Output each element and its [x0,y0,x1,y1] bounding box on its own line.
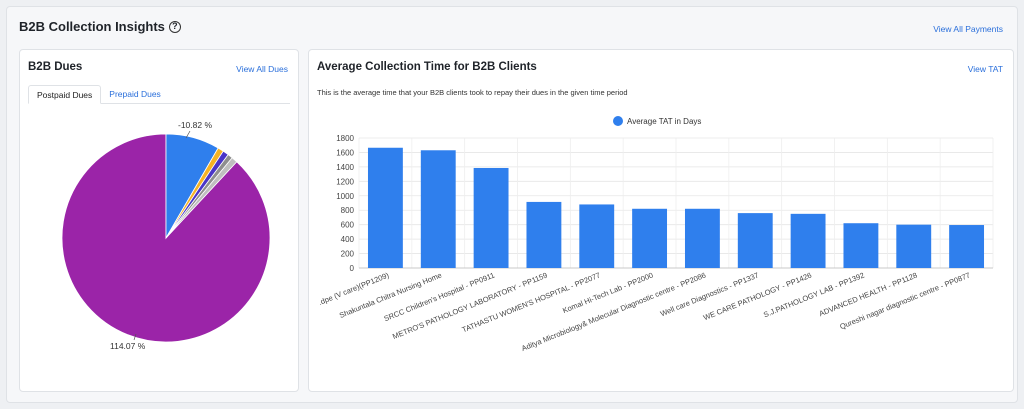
bar[interactable] [367,147,403,268]
dues-tabs: Postpaid Dues Prepaid Dues [28,85,169,104]
y-tick-label: 800 [341,206,355,215]
bar[interactable] [949,225,985,268]
bar[interactable] [473,167,509,268]
dues-pie-chart: -10.82 % 114.07 % [61,120,271,351]
tab-postpaid-dues[interactable]: Postpaid Dues [28,85,102,104]
view-all-dues-link[interactable]: View All Dues [236,64,288,74]
legend-marker [613,116,623,126]
view-tat-link[interactable]: View TAT [967,64,1003,74]
pie-slice[interactable] [61,133,271,343]
tab-divider [28,103,290,104]
bar[interactable] [579,204,615,268]
y-tick-label: 1800 [336,134,354,143]
y-tick-label: 400 [341,235,355,244]
help-icon[interactable]: ? [168,20,181,33]
y-tick-label: 200 [341,250,355,259]
bar[interactable] [896,224,932,268]
bar[interactable] [790,213,826,268]
tat-title: Average Collection Time for B2B Clients [317,61,537,73]
pie-label-line [185,130,191,139]
b2b-dues-title: B2B Dues [28,61,83,73]
y-tick-label: 1000 [336,192,354,201]
tat-subtitle: This is the average time that your B2B c… [317,88,628,97]
bar[interactable] [684,208,720,268]
pie-label-top: -10.82 % [178,120,212,130]
pie-label-bottom: 114.07 % [110,341,146,351]
view-all-payments-link[interactable]: View All Payments [933,24,1003,34]
legend-label: Average TAT in Days [627,117,701,126]
page-title: B2B Collection Insights ? [19,19,181,34]
y-tick-label: 0 [350,264,355,273]
bar[interactable] [737,213,773,268]
bar[interactable] [526,201,562,268]
page-title-text: B2B Collection Insights [19,19,165,34]
tat-card: Average Collection Time for B2B Clients … [308,49,1014,392]
y-tick-label: 600 [341,221,355,230]
bar[interactable] [843,223,879,268]
bar[interactable] [420,150,456,268]
x-tick-label: S.J.PATHOLOGY LAB - PP1392 [762,271,865,320]
tat-bar-chart: Average TAT in Days 0 200 400 600 800 1000 1200… [317,116,994,354]
y-tick-label: 1400 [336,163,354,172]
collection-insights-panel: B2B Collection Insights ? View All Payme… [6,6,1018,403]
tab-prepaid-dues[interactable]: Prepaid Dues [109,89,161,99]
bar[interactable] [632,208,668,268]
y-tick-label: 1200 [336,177,354,186]
pie-slice[interactable] [165,157,238,239]
y-tick-label: 1600 [336,148,354,157]
b2b-dues-card: B2B Dues View All Dues Postpaid Dues Pre… [19,49,299,392]
x-tick-label: Aditya Microbiology& Molecular Diagnosti… [520,271,707,354]
pie-label-line [133,333,137,341]
